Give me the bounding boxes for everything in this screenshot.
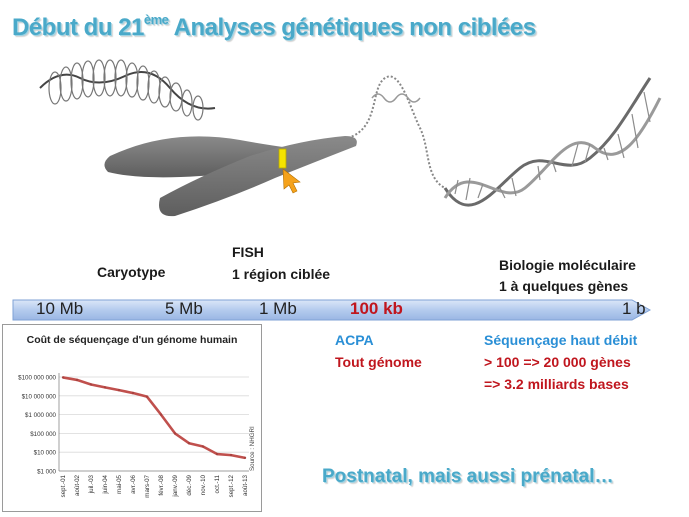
chart-title: Coût de séquençage d'un génome humain — [26, 334, 238, 346]
data-point — [103, 386, 107, 389]
y-tick-label: $1 000 000 — [25, 412, 57, 419]
ngs-line2: => 3.2 milliards bases — [484, 376, 629, 392]
x-tick-label: sept.-12 — [228, 474, 235, 497]
label-fish-detail: 1 région ciblée — [232, 266, 331, 282]
chart-source: Source : NHGRI — [249, 426, 256, 471]
highlight-marker — [278, 148, 287, 169]
y-tick-label: $1 000 — [37, 469, 56, 476]
x-tick-label: nov.-10 — [200, 474, 207, 495]
resolution-scale-arrow — [12, 299, 652, 321]
sequencing-cost-chart: Coût de séquençage d'un génome humain $1… — [2, 324, 262, 512]
label-molbio-detail: 1 à quelques gènes — [499, 278, 629, 294]
data-point — [61, 376, 65, 379]
title-main: Début du 21 — [12, 14, 144, 41]
slide-title: Début du 21ème Analyses génétiques non c… — [12, 12, 536, 42]
acpa-detail: Tout génome — [335, 354, 422, 370]
chromosome — [104, 136, 357, 217]
x-tick-label: oct.-11 — [214, 474, 221, 493]
chart-plot: $100 000 000 $10 000 000 $1 000 000 $100 00… — [18, 373, 256, 498]
cursor-arrow-icon — [282, 168, 301, 194]
data-point — [173, 432, 177, 435]
x-tick-label: déc.-09 — [186, 474, 193, 495]
data-point — [159, 413, 163, 416]
y-tick-label: $100 000 000 — [18, 375, 56, 382]
x-tick-label: sept.-01 — [60, 474, 67, 497]
label-caryotype: Caryotype — [97, 264, 166, 280]
chromatin-fine-coil — [371, 93, 421, 103]
chromatin-thread — [347, 75, 446, 189]
acpa-title: ACPA — [335, 332, 374, 348]
data-point — [131, 391, 135, 395]
x-tick-label: janv.-09 — [172, 474, 179, 497]
scale-1mb: 1 Mb — [259, 299, 297, 318]
dna-helix — [443, 77, 662, 207]
data-point — [243, 456, 247, 460]
ngs-title: Séquençage haut débit — [484, 332, 638, 348]
data-point — [117, 388, 121, 392]
x-tick-label: mars-07 — [144, 474, 151, 497]
x-tick-label: juil.-03 — [88, 474, 95, 494]
x-tick-label: août-13 — [242, 474, 249, 496]
title-rest: Analyses génétiques non ciblées — [168, 14, 536, 41]
scale-5mb: 5 Mb — [165, 299, 203, 318]
data-point — [215, 452, 219, 456]
label-fish-title: FISH — [232, 244, 264, 260]
ngs-line1: > 100 => 20 000 gènes — [484, 354, 631, 370]
series-line — [62, 376, 246, 460]
data-point — [187, 442, 191, 445]
data-point — [75, 378, 79, 382]
scale-10mb: 10 Mb — [36, 299, 84, 318]
chromosome-dna-illustration — [39, 59, 662, 217]
x-tick-label: juin-04 — [102, 474, 109, 494]
x-tick-label: avr.-06 — [130, 474, 137, 493]
x-tick-label: févr.-08 — [158, 474, 165, 495]
scale-100kb: 100 kb — [350, 299, 403, 318]
chromatin-coil-left — [39, 59, 216, 121]
x-tick-label: août-02 — [74, 474, 81, 496]
y-tick-label: $10 000 — [34, 450, 57, 457]
label-molbio-title: Biologie moléculaire — [499, 257, 636, 273]
data-point — [229, 453, 233, 457]
title-superscript: ème — [143, 12, 169, 27]
data-point — [201, 445, 205, 448]
x-tick-label: mai-05 — [116, 474, 123, 493]
y-tick-label: $10 000 000 — [22, 393, 57, 400]
data-point — [89, 383, 93, 386]
data-point — [145, 395, 149, 398]
y-tick-label: $100 000 — [30, 431, 56, 438]
scale-1b: 1 b — [622, 299, 646, 318]
footer-note: Postnatal, mais aussi prénatal… — [322, 466, 614, 487]
